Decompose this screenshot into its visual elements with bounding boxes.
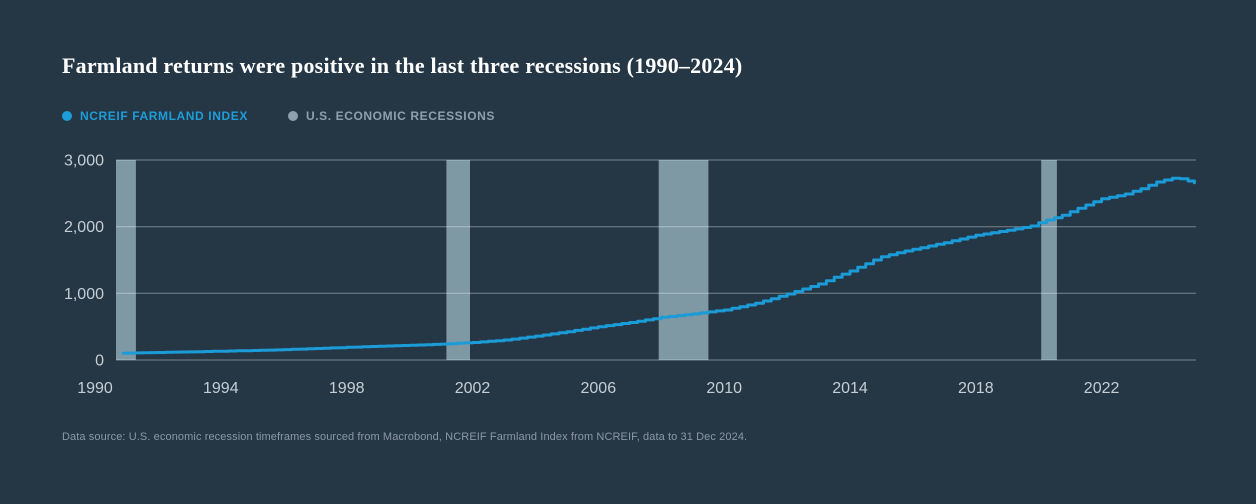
legend-item-ncreif-farmland-index: NCREIF FARMLAND INDEX [62, 109, 248, 123]
recession-band [446, 160, 470, 360]
x-axis-tick-label: 2014 [832, 380, 868, 397]
x-axis-tick-label: 1990 [77, 380, 113, 397]
x-axis-tick-label: 2002 [455, 380, 491, 397]
x-axis-tick-label: 2018 [958, 380, 994, 397]
y-axis-tick-label: 1,000 [64, 286, 104, 303]
y-axis-tick-label: 0 [95, 353, 104, 370]
recession-band [116, 160, 136, 360]
y-axis-tick-label: 2,000 [64, 219, 104, 236]
legend-item-label: U.S. ECONOMIC RECESSIONS [305, 109, 496, 123]
legend-item-us-economic-recessions: U.S. ECONOMIC RECESSIONS [287, 109, 496, 123]
recession-band [1041, 160, 1057, 360]
data-source-footnote: Data source: U.S. economic recession tim… [62, 431, 748, 443]
recession-band [658, 160, 709, 360]
index-line [121, 176, 1196, 355]
x-axis-tick-label: 1998 [329, 380, 365, 397]
x-axis-tick-label: 2022 [1084, 380, 1120, 397]
legend-dot-icon [62, 111, 72, 121]
legend-item-label: NCREIF FARMLAND INDEX [80, 109, 248, 123]
x-axis-tick-label: 2006 [581, 380, 617, 397]
page-title: Farmland returns were positive in the la… [62, 53, 743, 78]
chart-legend: NCREIF FARMLAND INDEX U.S. ECONOMIC RECE… [62, 109, 495, 123]
x-axis-tick-label: 1994 [203, 380, 239, 397]
x-axis-tick-label: 2010 [706, 380, 742, 397]
y-axis-tick-label: 3,000 [64, 153, 104, 170]
legend-dot-icon [287, 111, 298, 121]
